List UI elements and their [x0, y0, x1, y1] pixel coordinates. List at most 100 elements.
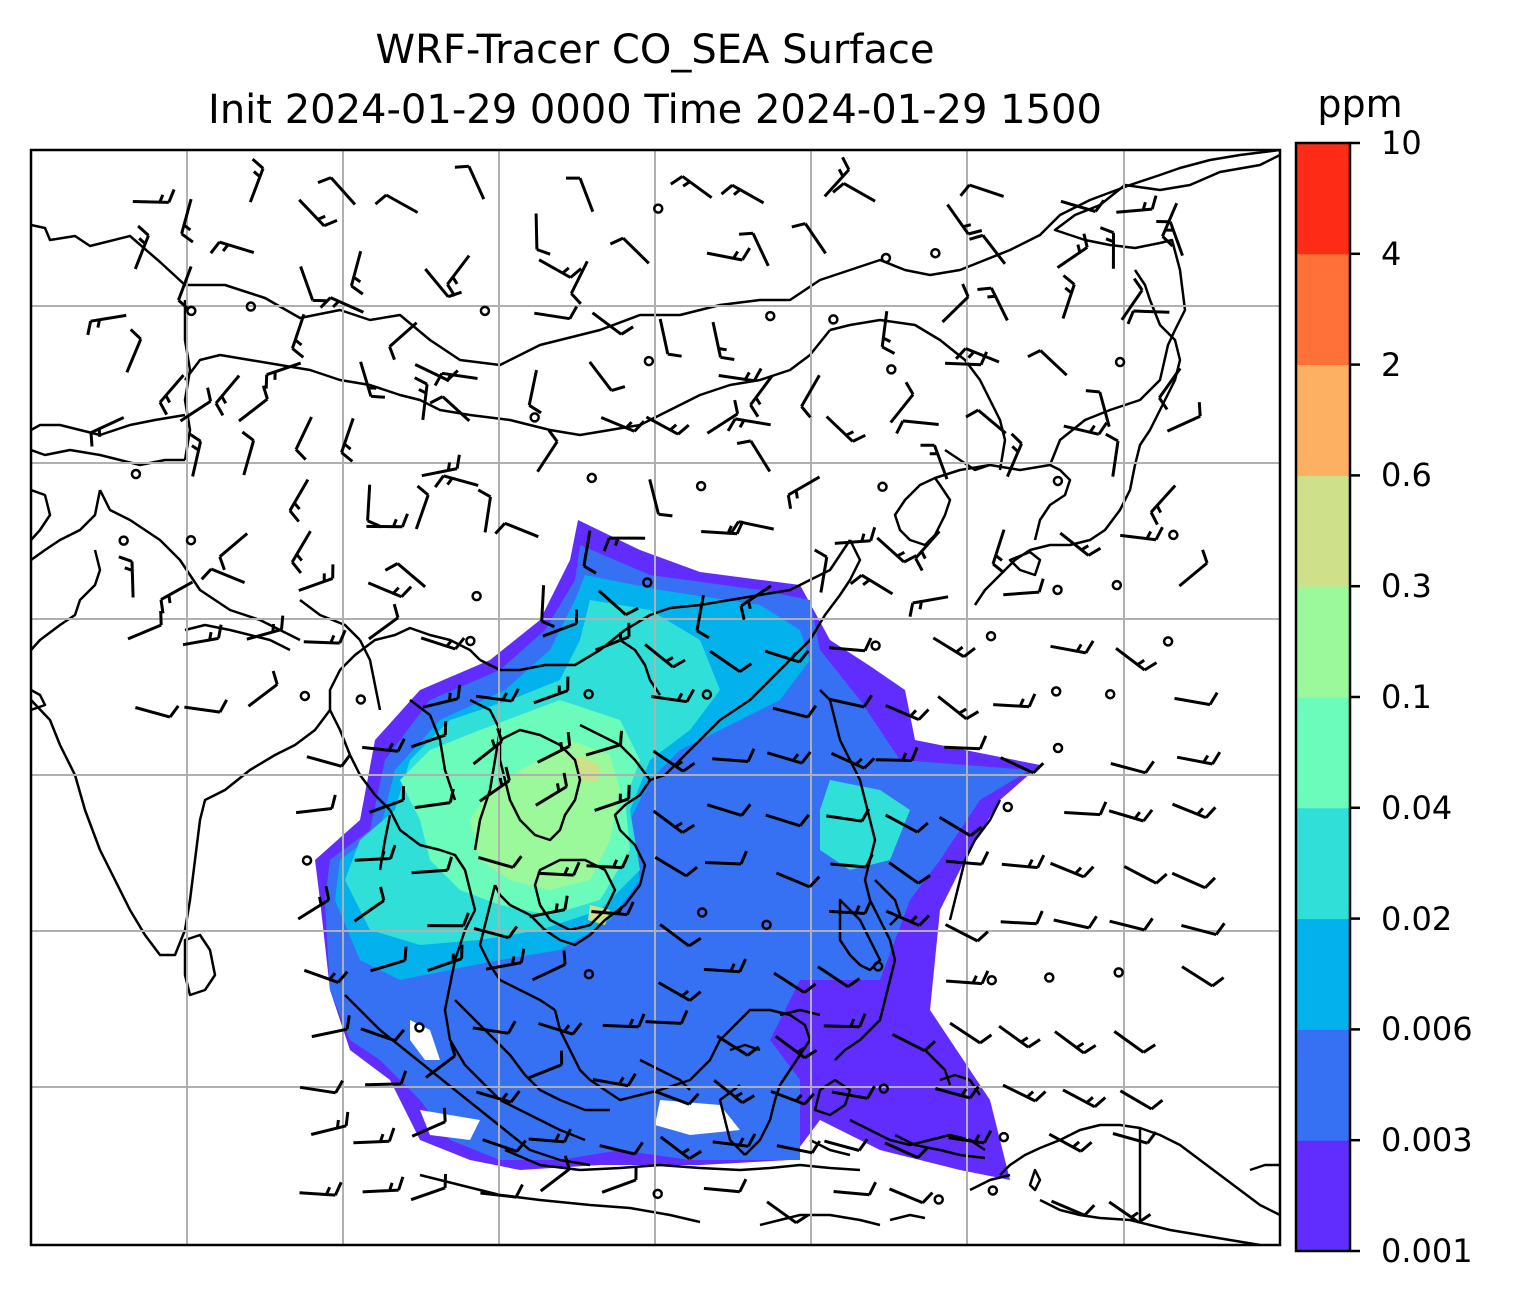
wind-barb — [1120, 526, 1164, 542]
colorbar-tick-label: 4 — [1381, 234, 1402, 273]
wind-barb — [1120, 277, 1144, 321]
wind-barb-calm — [471, 590, 482, 602]
wind-barb — [884, 1141, 929, 1159]
wind-barb — [1050, 1199, 1096, 1217]
wind-barb — [475, 1090, 521, 1104]
wind-barb-calm — [583, 968, 595, 980]
wind-barb — [182, 624, 223, 647]
wind-barb-calm — [1114, 356, 1126, 368]
wind-barb — [938, 816, 983, 838]
wind-barb — [209, 240, 255, 255]
wind-barb-calm — [586, 472, 598, 484]
wind-barb — [1105, 432, 1120, 477]
wind-barb — [537, 1022, 583, 1036]
wind-barb — [601, 1165, 638, 1194]
wind-barb-calm — [529, 412, 540, 423]
wind-barb — [884, 813, 929, 834]
wind-barb — [704, 850, 748, 866]
colorbar-swatch — [1296, 143, 1350, 255]
wind-barb-calm — [130, 468, 142, 480]
wind-barb-calm — [933, 1194, 944, 1205]
wind-barb — [770, 1089, 816, 1106]
wind-barb — [832, 182, 876, 203]
wind-barb — [433, 371, 478, 387]
wind-barb — [425, 1042, 457, 1079]
colorbar-tick-label: 2 — [1381, 345, 1402, 384]
gridlines — [31, 150, 1280, 1245]
wind-barb — [1108, 1200, 1152, 1224]
wind-barb — [776, 1140, 821, 1155]
wind-barb — [1123, 865, 1168, 885]
wind-barb-calm — [761, 919, 772, 931]
wind-barb — [362, 738, 406, 753]
wind-barb — [977, 286, 1009, 322]
wind-barb — [353, 1127, 396, 1145]
wind-barb-calm — [696, 907, 708, 918]
wind-barb — [729, 520, 775, 535]
wind-barb — [800, 374, 821, 419]
colorbar-swatch — [1296, 475, 1350, 587]
wind-barb-calm — [465, 635, 476, 647]
wind-barb — [657, 981, 702, 1002]
wind-barb — [527, 1050, 564, 1080]
wind-barb-calm — [185, 534, 197, 546]
wind-barb — [306, 754, 352, 768]
wind-barb — [485, 948, 526, 971]
wind-barb — [1119, 1089, 1164, 1111]
wind-barb — [533, 676, 570, 705]
wind-barb — [421, 454, 461, 478]
wind-barb — [817, 965, 861, 988]
wind-barb — [1048, 1132, 1093, 1153]
colorbar-tick-label: 0.02 — [1381, 899, 1453, 938]
wind-barb-calm — [880, 252, 892, 264]
wind-barb — [658, 318, 682, 358]
wind-barb — [218, 532, 249, 571]
wind-barb — [823, 156, 851, 198]
wind-barb — [540, 585, 556, 629]
wind-barb — [360, 1027, 406, 1043]
wind-barb — [813, 548, 829, 593]
colorbar-tick-label: 0.6 — [1381, 456, 1432, 495]
wind-barb — [420, 636, 466, 651]
wind-barb — [720, 183, 765, 205]
wind-barb — [602, 1013, 646, 1029]
wind-barb — [594, 784, 631, 812]
wind-barb — [298, 564, 335, 592]
wind-barb — [592, 1072, 637, 1088]
wind-barb — [652, 809, 696, 834]
wind-barb — [368, 603, 400, 641]
wind-barb — [86, 313, 127, 336]
wind-barb — [739, 584, 772, 621]
wind-barb — [891, 1033, 937, 1053]
wind-barb — [1110, 760, 1155, 775]
wind-barb — [1181, 922, 1226, 937]
wind-barb — [569, 260, 589, 305]
wind-barb — [539, 1155, 571, 1193]
colorbar-swatch — [1296, 918, 1350, 1030]
wind-barb — [1126, 309, 1170, 325]
wind-barb-calm — [355, 694, 367, 705]
wind-barb — [1113, 1030, 1157, 1054]
wind-barb — [895, 419, 939, 435]
wind-barb — [829, 900, 873, 915]
wind-barb — [711, 321, 735, 361]
wind-barb — [529, 895, 569, 919]
chart-title-line-1: WRF-Tracer CO_SEA Surface — [375, 27, 935, 73]
wind-barb — [159, 580, 194, 614]
wind-barb — [645, 1009, 689, 1025]
colorbar-swatch — [1296, 1140, 1350, 1252]
wind-barb — [1171, 802, 1217, 819]
wind-barb — [772, 704, 818, 719]
wind-barb — [834, 526, 877, 545]
wind-barb — [654, 856, 699, 878]
wind-barb — [414, 484, 430, 530]
wind-barb-calm — [1113, 967, 1124, 978]
wind-barb — [184, 699, 229, 714]
wind-barb — [825, 415, 866, 443]
wind-barb-calm — [118, 535, 129, 546]
wind-barb — [317, 176, 357, 206]
wind-barb — [1027, 349, 1068, 377]
wind-barb — [477, 855, 523, 869]
wind-barb — [132, 188, 176, 204]
wind-barb — [294, 416, 313, 461]
